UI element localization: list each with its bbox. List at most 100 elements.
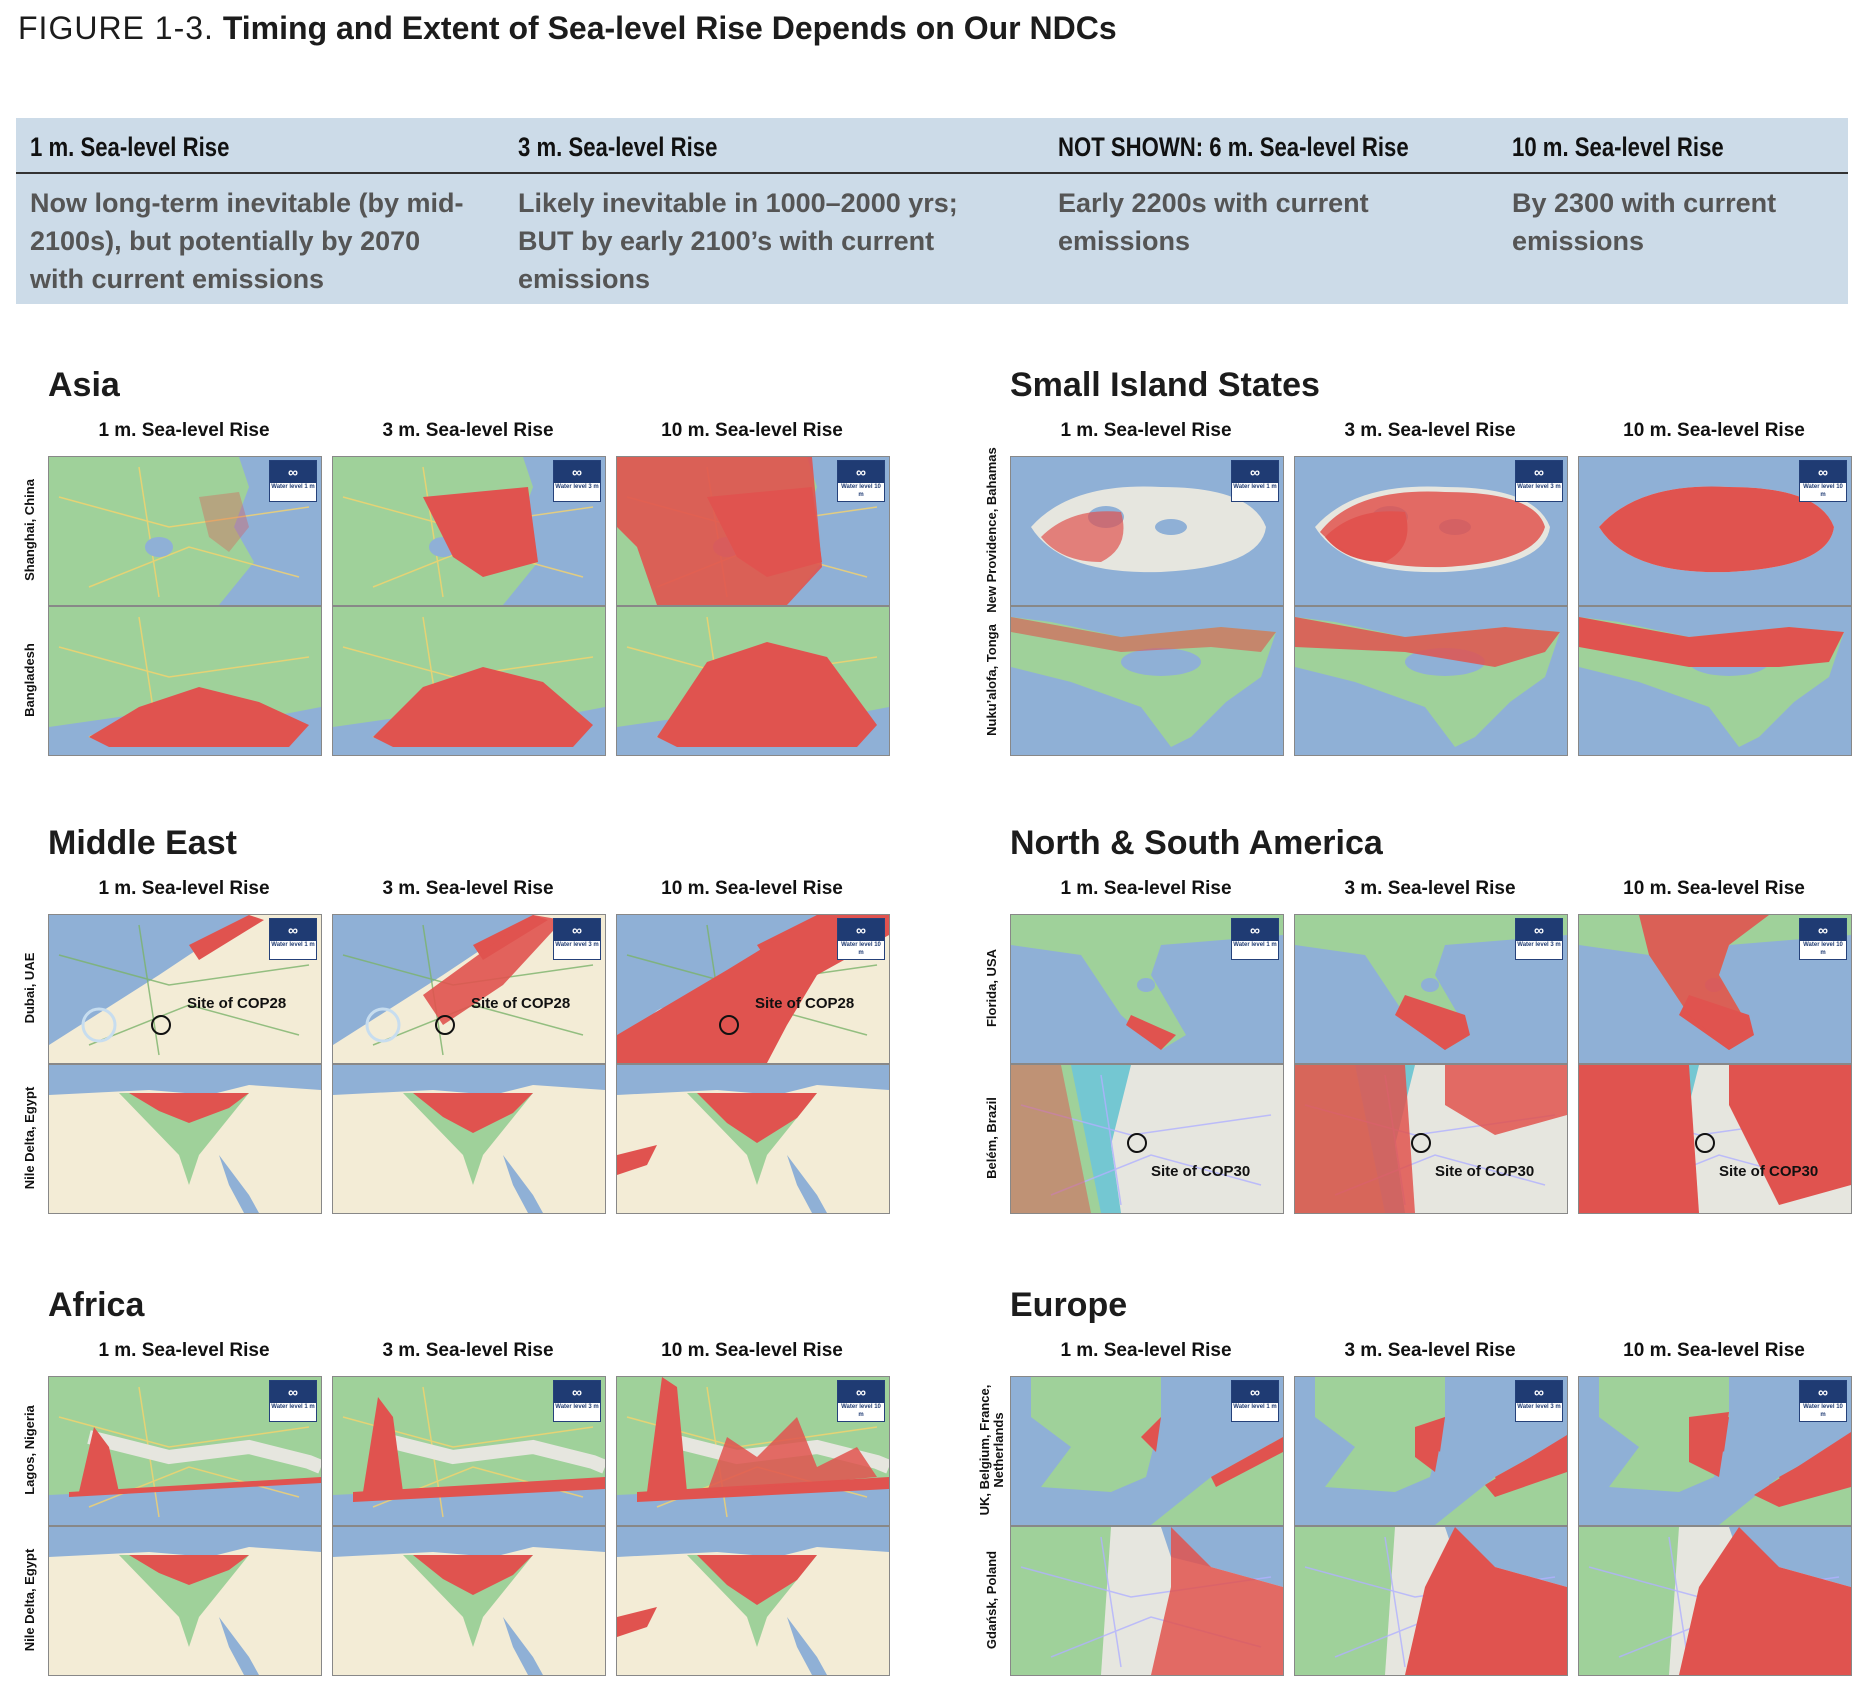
water-level-caption: Water level 10 m [841, 1404, 881, 1418]
infinity-logo-icon: ∞ [270, 461, 316, 483]
cop-site-marker-icon [719, 1015, 739, 1035]
column-heading: 3 m. Sea-level Rise [1344, 878, 1516, 899]
climate-central-badge: ∞ Water level 3 m [553, 918, 601, 960]
flood-map-bahamas-10m: ∞ Water level 10 m [1578, 456, 1852, 606]
cop-site-label: Site of COP30 [1151, 1163, 1251, 1180]
column-heading: 1 m. Sea-level Rise [1060, 878, 1232, 899]
water-level-caption: Water level 10 m [1803, 1404, 1843, 1418]
flood-map-gdansk-1m [1010, 1526, 1284, 1676]
water-level-caption: Water level 10 m [1803, 484, 1843, 498]
figure-title: FIGURE 1-3. Timing and Extent of Sea-lev… [18, 10, 1117, 47]
flood-map-tonga-1m [1010, 606, 1284, 756]
column-heading: 3 m. Sea-level Rise [382, 1340, 554, 1361]
region-panel: North & South America 1 m. Sea-level Rise… [980, 824, 1866, 1224]
figure-heading: Timing and Extent of Sea-level Rise Depe… [222, 10, 1117, 46]
infinity-logo-icon: ∞ [838, 919, 884, 941]
climate-central-badge: ∞ Water level 10 m [1799, 460, 1847, 502]
region-title: Middle East [48, 824, 237, 862]
flood-map-belem-1m: Site of COP30 [1010, 1064, 1284, 1214]
location-label: Bangladesh [22, 643, 37, 717]
flood-map-lagos-1m: ∞ Water level 1 m [48, 1376, 322, 1526]
climate-central-badge: ∞ Water level 1 m [269, 918, 317, 960]
water-level-caption: Water level 1 m [1233, 1404, 1277, 1410]
flood-map-nile-3m [332, 1064, 606, 1214]
scenario-heading: 1 m. Sea-level Rise [30, 132, 230, 162]
flood-map-europe-10m: ∞ Water level 10 m [1578, 1376, 1852, 1526]
flood-map-dubai-3m: ∞ Water level 3 m Site of COP28 [332, 914, 606, 1064]
location-label: Gdańsk, Poland [984, 1550, 999, 1650]
band-divider [16, 172, 1848, 174]
column-heading: 10 m. Sea-level Rise [1623, 878, 1805, 899]
location-label: New Providence, Bahamas [984, 447, 999, 613]
flood-map-europe-3m: ∞ Water level 3 m [1294, 1376, 1568, 1526]
location-label: Nuku’alofa, Tonga [984, 624, 999, 736]
location-label: Florida, USA [984, 948, 999, 1028]
flood-map-belem-3m: Site of COP30 [1294, 1064, 1568, 1214]
scenario-heading: 10 m. Sea-level Rise [1512, 132, 1724, 162]
infinity-logo-icon: ∞ [1232, 461, 1278, 483]
flood-map-nile-3m [332, 1526, 606, 1676]
region-panel: Small Island States 1 m. Sea-level Rise 3 … [980, 366, 1866, 766]
flood-map-bahamas-3m: ∞ Water level 3 m [1294, 456, 1568, 606]
cop-site-marker-icon [1127, 1133, 1147, 1153]
climate-central-badge: ∞ Water level 3 m [1515, 460, 1563, 502]
scenario-description: By 2300 with current emissions [1512, 188, 1777, 256]
flood-map-nile-10m [616, 1526, 890, 1676]
column-heading: 1 m. Sea-level Rise [98, 420, 270, 441]
column-heading: 10 m. Sea-level Rise [661, 878, 843, 899]
climate-central-badge: ∞ Water level 10 m [837, 460, 885, 502]
region-title: North & South America [1010, 824, 1383, 862]
flood-map-shanghai-3m: ∞ Water level 3 m [332, 456, 606, 606]
location-label: Lagos, Nigeria [22, 1405, 37, 1495]
infinity-logo-icon: ∞ [1800, 1381, 1846, 1403]
water-level-caption: Water level 1 m [1233, 942, 1277, 948]
cop-site-label: Site of COP28 [187, 995, 287, 1012]
column-heading: 1 m. Sea-level Rise [1060, 420, 1232, 441]
infinity-logo-icon: ∞ [270, 919, 316, 941]
flood-map-bangladesh-1m [48, 606, 322, 756]
water-level-caption: Water level 3 m [1517, 484, 1561, 490]
column-heading: 1 m. Sea-level Rise [1060, 1340, 1232, 1361]
climate-central-badge: ∞ Water level 3 m [1515, 1380, 1563, 1422]
scenario-heading: NOT SHOWN: 6 m. Sea-level Rise [1058, 132, 1409, 162]
region-panel: Africa 1 m. Sea-level Rise 3 m. Sea-level … [18, 1286, 918, 1686]
column-heading: 10 m. Sea-level Rise [1623, 1340, 1805, 1361]
cop-site-marker-icon [1411, 1133, 1431, 1153]
scenario-heading: 3 m. Sea-level Rise [518, 132, 718, 162]
infinity-logo-icon: ∞ [1516, 1381, 1562, 1403]
water-level-caption: Water level 3 m [555, 1404, 599, 1410]
column-heading: 10 m. Sea-level Rise [661, 420, 843, 441]
climate-central-badge: ∞ Water level 1 m [1231, 1380, 1279, 1422]
flood-map-bahamas-1m: ∞ Water level 1 m [1010, 456, 1284, 606]
climate-central-badge: ∞ Water level 10 m [1799, 918, 1847, 960]
cop-site-marker-icon [1695, 1133, 1715, 1153]
water-level-caption: Water level 3 m [1517, 942, 1561, 948]
water-level-caption: Water level 1 m [271, 1404, 315, 1410]
region-panel: Europe 1 m. Sea-level Rise 3 m. Sea-level … [977, 1286, 1866, 1686]
flood-map-nile-10m [616, 1064, 890, 1214]
region-title: Asia [48, 366, 120, 404]
water-level-caption: Water level 1 m [271, 942, 315, 948]
infinity-logo-icon: ∞ [554, 919, 600, 941]
flood-map-shanghai-1m: ∞ Water level 1 m [48, 456, 322, 606]
column-heading: 3 m. Sea-level Rise [1344, 420, 1516, 441]
flood-map-florida-3m: ∞ Water level 3 m [1294, 914, 1568, 1064]
infinity-logo-icon: ∞ [1516, 461, 1562, 483]
column-heading: 3 m. Sea-level Rise [382, 878, 554, 899]
region-title: Africa [48, 1286, 145, 1324]
water-level-caption: Water level 10 m [841, 942, 881, 956]
climate-central-badge: ∞ Water level 10 m [1799, 1380, 1847, 1422]
flood-map-dubai-10m: ∞ Water level 10 m Site of COP28 [616, 914, 890, 1064]
figure-label: FIGURE 1-3. [18, 10, 214, 46]
climate-central-badge: ∞ Water level 1 m [1231, 460, 1279, 502]
water-level-caption: Water level 1 m [271, 484, 315, 490]
location-label: Nile Delta, Egypt [22, 1086, 37, 1190]
climate-central-badge: ∞ Water level 1 m [1231, 918, 1279, 960]
column-heading: 1 m. Sea-level Rise [98, 1340, 270, 1361]
water-level-caption: Water level 1 m [1233, 484, 1277, 490]
climate-central-badge: ∞ Water level 3 m [553, 460, 601, 502]
region-panel: Middle East 1 m. Sea-level Rise 3 m. Sea-l… [18, 824, 918, 1224]
cop-site-label: Site of COP30 [1435, 1163, 1535, 1180]
infinity-logo-icon: ∞ [1800, 919, 1846, 941]
flood-map-lagos-3m: ∞ Water level 3 m [332, 1376, 606, 1526]
